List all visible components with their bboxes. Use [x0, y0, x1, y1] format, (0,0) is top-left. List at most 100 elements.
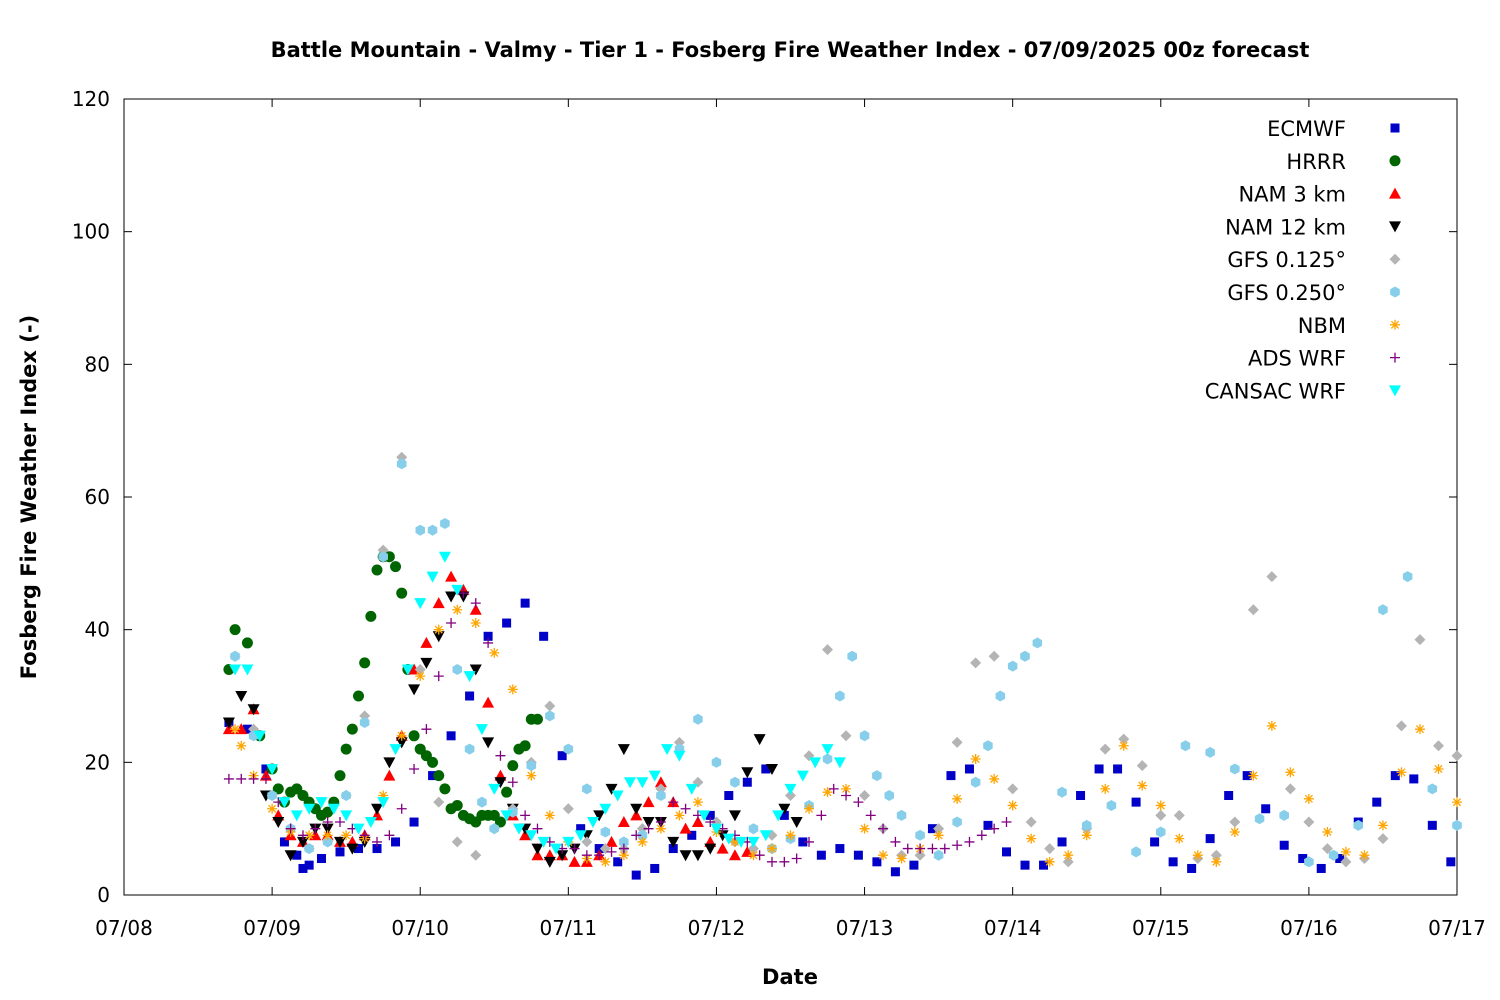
data-point: [722, 833, 735, 845]
data-point: [1118, 740, 1129, 751]
data-point: [1396, 767, 1407, 778]
data-point: [507, 777, 518, 788]
data-point: [1063, 850, 1074, 861]
data-point: [884, 790, 894, 801]
data-point: [1242, 771, 1252, 781]
data-point: [642, 817, 655, 829]
data-point: [927, 824, 937, 834]
data-point: [1266, 720, 1277, 731]
data-point: [761, 764, 771, 774]
data-point: [439, 783, 451, 795]
data-point: [983, 740, 993, 752]
data-point: [841, 783, 852, 794]
data-point: [624, 777, 637, 789]
data-point: [581, 836, 593, 848]
data-point: [1304, 856, 1314, 868]
data-point: [661, 744, 674, 756]
data-point: [525, 830, 538, 842]
data-point: [970, 776, 981, 788]
data-point: [804, 803, 815, 814]
data-point: [1340, 856, 1352, 868]
data-point: [995, 690, 1006, 702]
data-point: [983, 820, 993, 830]
data-point: [230, 724, 241, 735]
x-tick-label: 07/10: [391, 916, 449, 940]
data-point: [1205, 834, 1215, 844]
x-axis-label: Date: [762, 965, 818, 989]
data-point: [544, 700, 556, 712]
data-point: [463, 671, 476, 683]
data-point: [796, 770, 809, 782]
data-point: [1155, 800, 1166, 811]
data-point: [310, 823, 321, 834]
data-point: [222, 717, 235, 729]
data-point: [593, 810, 606, 822]
data-point: [804, 836, 815, 847]
y-tick-label: 0: [97, 883, 110, 907]
data-point: [512, 823, 525, 835]
data-point: [482, 737, 495, 749]
data-point: [421, 724, 432, 735]
data-point: [426, 571, 439, 583]
data-point: [304, 830, 315, 841]
data-point: [748, 823, 759, 835]
data-point: [341, 830, 352, 841]
legend-label: ECMWF: [1267, 117, 1346, 141]
data-point: [304, 860, 314, 870]
data-point: [728, 810, 741, 822]
data-point: [359, 717, 370, 728]
data-point: [482, 696, 495, 708]
data-point: [710, 823, 723, 835]
data-point: [1279, 840, 1289, 850]
data-point: [822, 644, 834, 656]
data-point: [433, 796, 445, 808]
data-point: [747, 843, 759, 855]
data-point: [872, 857, 882, 867]
data-point: [433, 671, 444, 682]
data-point: [1106, 800, 1117, 811]
data-point: [359, 657, 371, 669]
data-point: [618, 850, 629, 861]
data-point: [549, 843, 562, 855]
data-point: [741, 767, 754, 779]
data-point: [667, 836, 680, 848]
data-point: [1113, 764, 1123, 774]
data-point: [1279, 809, 1289, 821]
data-point: [494, 816, 506, 828]
data-point: [952, 840, 963, 851]
data-point: [519, 740, 531, 752]
y-tick-label: 20: [85, 750, 110, 774]
data-point: [1230, 763, 1240, 775]
data-point: [582, 783, 592, 795]
data-point: [396, 803, 407, 814]
data-point: [650, 863, 660, 873]
data-point: [1247, 604, 1259, 616]
data-point: [668, 844, 678, 854]
data-point: [1156, 826, 1166, 838]
data-point: [278, 797, 291, 809]
legend-label: ADS WRF: [1248, 347, 1346, 371]
data-point: [833, 757, 846, 769]
data-point: [253, 730, 266, 742]
data-point: [383, 757, 396, 769]
data-point: [1285, 767, 1296, 778]
data-point: [470, 598, 481, 609]
data-point: [1057, 786, 1067, 798]
data-point: [390, 561, 402, 573]
chart-title: Battle Mountain - Valmy - Tier 1 - Fosbe…: [271, 38, 1310, 62]
data-point: [391, 837, 401, 847]
data-point: [378, 790, 389, 801]
data-point: [1377, 833, 1389, 845]
data-point: [600, 856, 611, 867]
data-point: [613, 857, 623, 867]
data-point: [1248, 770, 1259, 781]
data-point: [1402, 571, 1413, 583]
data-point: [599, 803, 612, 815]
data-point: [451, 836, 463, 848]
data-point: [951, 736, 963, 748]
data-point: [440, 518, 450, 529]
data-point: [414, 598, 427, 610]
data-point: [1452, 797, 1462, 808]
data-point: [747, 836, 760, 848]
data-point: [396, 458, 407, 470]
